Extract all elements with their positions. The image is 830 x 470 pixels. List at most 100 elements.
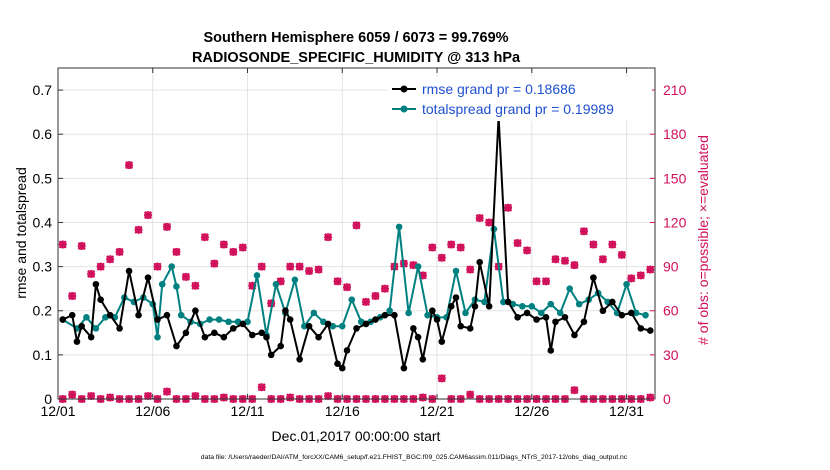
rmse-series-point xyxy=(447,303,455,310)
y-tick-label-left: 0.1 xyxy=(33,347,53,363)
totalspread-series-point xyxy=(348,296,356,304)
rmse-series-point xyxy=(154,316,161,323)
obs-evaluated-marker xyxy=(418,393,427,402)
rmse-series-point xyxy=(552,318,559,326)
obs-possible-marker xyxy=(125,161,134,170)
obs-evaluated-marker xyxy=(106,393,115,402)
obs-possible-marker xyxy=(636,271,645,280)
y-tick-label-right: 90 xyxy=(663,259,679,275)
totalspread-series-point xyxy=(225,318,232,326)
obs-possible-marker xyxy=(58,240,67,249)
totalspread-series-point xyxy=(405,309,412,317)
y-tick-label-right: 60 xyxy=(663,303,679,319)
y-tick-label-left: 0.6 xyxy=(33,126,53,142)
x-tick-label: 12/06 xyxy=(135,403,170,419)
obs-possible-marker xyxy=(324,233,333,242)
rmse-series-point xyxy=(429,307,436,315)
rmse-series-point xyxy=(438,338,446,345)
obs-evaluated-marker xyxy=(162,387,171,396)
totalspread-series-point xyxy=(291,276,299,284)
obs-possible-marker xyxy=(257,262,266,271)
obs-possible-marker xyxy=(361,297,370,306)
obs-possible-marker xyxy=(504,203,513,212)
totalspread-series-point xyxy=(424,311,431,319)
rmse-series-point xyxy=(523,309,531,317)
obs-possible-marker xyxy=(134,225,143,234)
obs-possible-marker xyxy=(475,214,484,223)
rmse-series-point xyxy=(144,274,152,281)
obs-possible-marker xyxy=(295,262,304,271)
obs-evaluated-marker xyxy=(191,392,200,401)
obs-possible-marker xyxy=(617,250,626,259)
obs-possible-marker xyxy=(598,255,607,264)
obs-possible-marker xyxy=(229,247,238,256)
rmse-series-point xyxy=(571,331,578,339)
rmse-series-point xyxy=(391,311,398,319)
data-marks xyxy=(58,113,655,404)
obs-evaluated-marker xyxy=(87,392,96,401)
totalspread-series-point xyxy=(566,285,574,292)
y-tick-label-right: 0 xyxy=(663,391,671,407)
obs-possible-marker xyxy=(513,239,522,248)
rmse-series-point xyxy=(457,322,465,330)
rmse-series-point xyxy=(106,311,114,319)
rmse-series-point xyxy=(305,322,313,330)
legend-label-rmse: rmse grand pr = 0.18686 xyxy=(422,81,576,97)
obs-possible-marker xyxy=(343,283,352,292)
totalspread-series-point xyxy=(215,316,223,323)
rmse-series-point xyxy=(433,316,441,323)
rmse-series-point xyxy=(258,329,266,337)
rmse-series-point xyxy=(282,307,289,315)
obs-possible-marker xyxy=(579,227,588,236)
y-tick-label-right: 150 xyxy=(663,170,687,186)
obs-possible-marker xyxy=(428,243,437,252)
obs-evaluated-marker xyxy=(437,374,446,383)
totalspread-series-point xyxy=(395,223,403,231)
rmse-series-point xyxy=(599,307,607,315)
x-axis-label: Dec.01,2017 00:00:00 start xyxy=(272,428,441,444)
rmse-series-point xyxy=(230,325,237,332)
rmse-series-point xyxy=(372,316,379,323)
rmse-series-point xyxy=(87,333,95,341)
rmse-series-point xyxy=(125,267,133,275)
rmse-series-point xyxy=(315,333,322,341)
rmse-series-point xyxy=(163,311,171,319)
rmse-series-point xyxy=(410,325,417,332)
plot-frame xyxy=(57,67,656,400)
obs-possible-marker xyxy=(333,277,342,286)
rmse-series-point xyxy=(362,320,370,328)
obs-possible-marker xyxy=(560,256,569,265)
obs-possible-marker xyxy=(532,277,541,286)
obs-possible-marker xyxy=(447,240,456,249)
obs-possible-marker xyxy=(115,247,124,256)
obs-possible-marker xyxy=(286,262,295,271)
legend: rmse grand pr = 0.18686 totalspread gran… xyxy=(388,77,652,121)
footer-data-file: data file: /Users/raeder/DAI/ATM_forcXX/… xyxy=(201,454,628,461)
totalspread-series-point xyxy=(92,325,100,332)
y-axis-label-left: rmse and totalspread xyxy=(13,167,29,299)
x-tick-label: 12/31 xyxy=(609,403,644,419)
rmse-series-point xyxy=(286,316,294,323)
obs-possible-marker xyxy=(485,218,494,227)
obs-possible-marker xyxy=(153,262,162,271)
obs-possible-marker xyxy=(314,265,323,274)
obs-possible-marker xyxy=(68,292,77,301)
x-tick-label: 12/21 xyxy=(420,403,455,419)
rmse-series-point xyxy=(263,333,270,341)
rmse-series-point xyxy=(646,327,654,334)
chart-title-line-1: Southern Hemisphere 6059 / 6073 = 99.769… xyxy=(203,30,508,46)
obs-evaluated-marker xyxy=(286,393,295,402)
obs-possible-marker xyxy=(106,255,115,264)
rmse-series-point xyxy=(338,364,346,372)
obs-possible-marker xyxy=(523,246,532,255)
totalspread-series-point xyxy=(158,280,166,288)
rmse-series-point xyxy=(192,307,199,315)
rmse-series-point xyxy=(92,280,100,288)
rmse-series-point xyxy=(73,338,81,345)
totalspread-series-point xyxy=(481,298,488,306)
obs-evaluated-marker xyxy=(570,386,579,395)
totalspread-series-point xyxy=(462,309,469,317)
totalspread-series-point xyxy=(623,280,630,288)
rmse-series-point xyxy=(419,355,427,363)
totalspread-series-point xyxy=(154,333,161,341)
